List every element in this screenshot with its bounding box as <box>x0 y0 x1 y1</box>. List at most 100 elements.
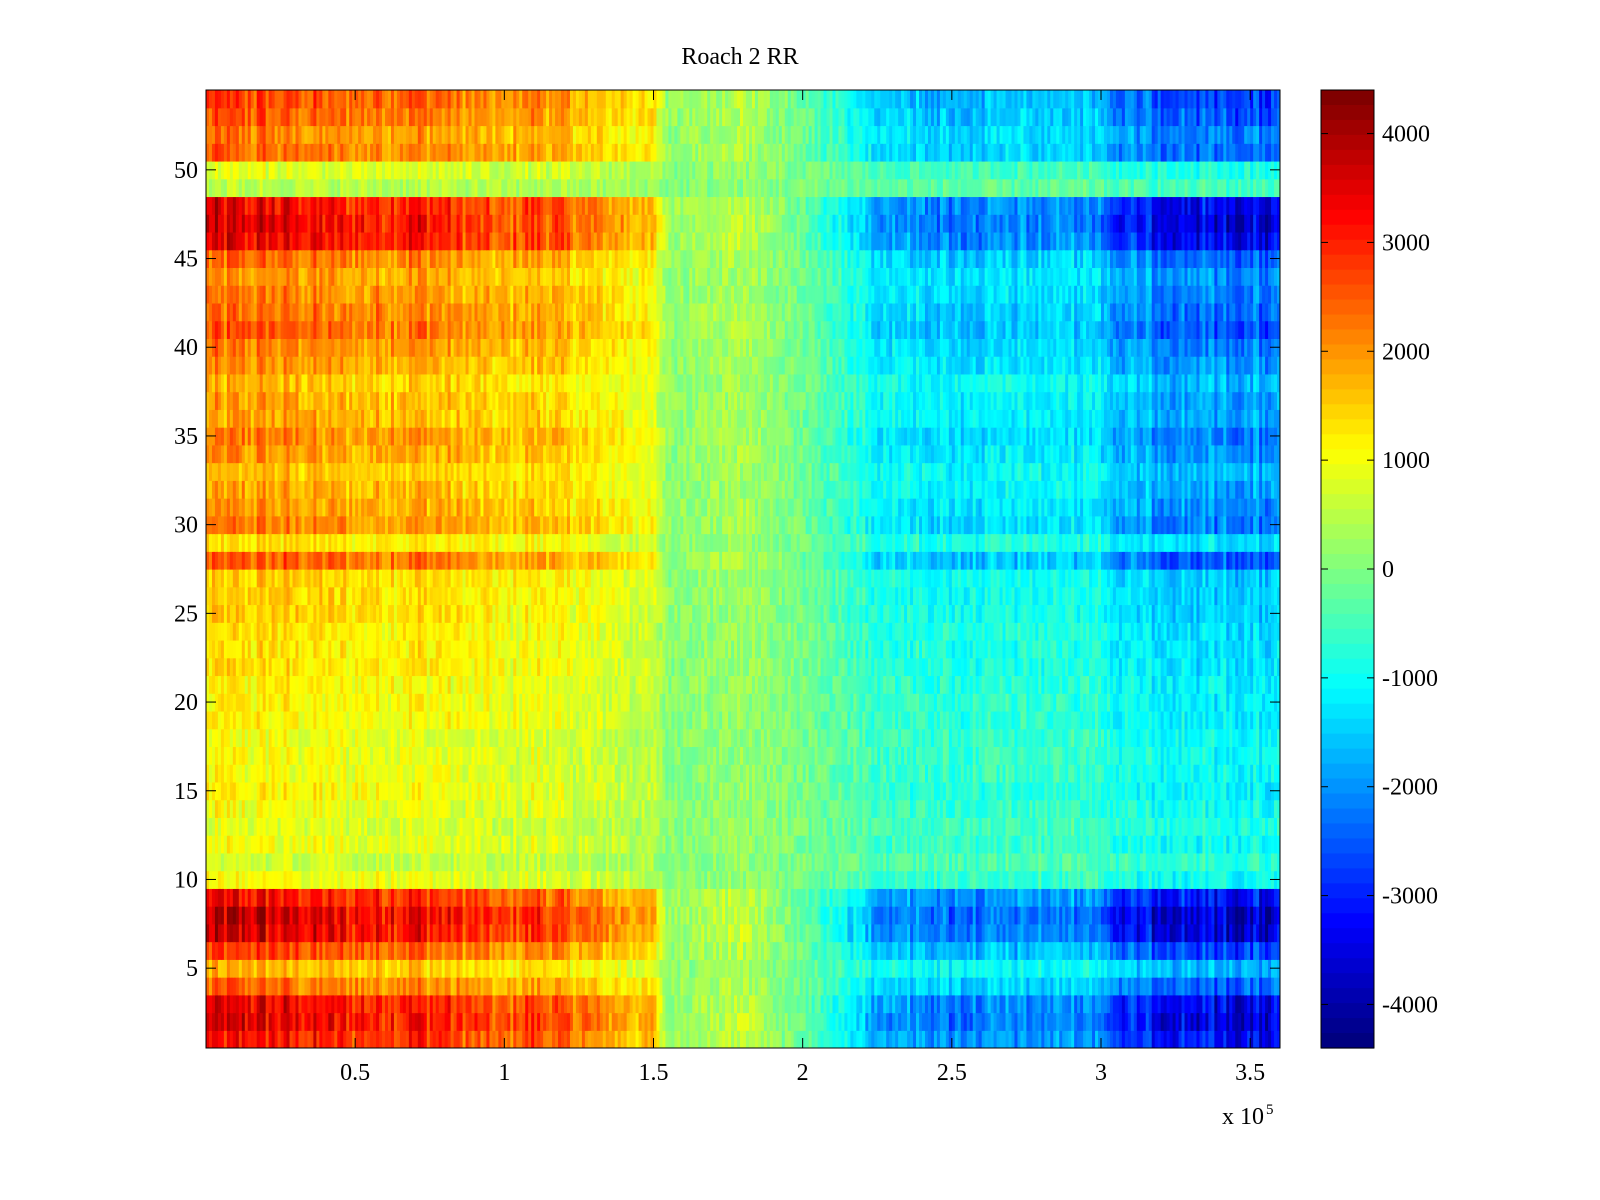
heatmap-cell <box>1062 906 1066 925</box>
heatmap-cell <box>632 817 637 836</box>
heatmap-cell <box>650 977 655 996</box>
heatmap-cell <box>936 941 941 960</box>
heatmap-cell <box>510 923 514 943</box>
heatmap-cell <box>927 888 932 907</box>
heatmap-cell <box>387 977 392 996</box>
heatmap-cell <box>435 817 440 836</box>
heatmap-cell <box>689 994 693 1014</box>
heatmap-cell <box>686 870 690 889</box>
heatmap-cell <box>623 1012 628 1031</box>
heatmap-cell <box>453 835 458 854</box>
heatmap-cell <box>835 959 840 978</box>
heatmap-cell <box>220 870 225 889</box>
heatmap-cell <box>504 817 508 836</box>
heatmap-cell <box>1008 870 1013 889</box>
heatmap-cell <box>647 906 652 925</box>
heatmap-cell <box>936 1030 941 1048</box>
heatmap-cell <box>340 852 344 872</box>
heatmap-cell <box>334 959 338 978</box>
heatmap-cell <box>1011 941 1016 960</box>
heatmap-cell <box>993 1030 998 1048</box>
heatmap-cell <box>638 941 643 960</box>
heatmap-cell <box>1232 835 1236 854</box>
heatmap-cell <box>373 852 377 872</box>
heatmap-cell <box>990 835 995 854</box>
heatmap-cell <box>632 923 637 943</box>
heatmap-cell <box>379 906 383 925</box>
heatmap-cell <box>728 923 732 943</box>
heatmap-cell <box>537 835 541 854</box>
heatmap-cell <box>740 852 744 872</box>
heatmap-cell <box>936 817 941 836</box>
heatmap-cell <box>596 959 601 978</box>
heatmap-cell <box>692 959 696 978</box>
heatmap-cell <box>1062 835 1066 854</box>
heatmap-cell <box>1163 852 1168 872</box>
heatmap-cell <box>420 1012 425 1031</box>
heatmap-cell <box>561 1030 565 1048</box>
heatmap-cell <box>674 870 678 889</box>
heatmap-cell <box>787 923 792 943</box>
heatmap-cell <box>1199 959 1204 978</box>
heatmap-cell <box>981 977 986 996</box>
heatmap-cell <box>1103 852 1108 872</box>
heatmap-cell <box>990 923 995 943</box>
heatmap-cell <box>993 959 998 978</box>
heatmap-cell <box>1190 906 1195 925</box>
heatmap-cell <box>656 835 661 854</box>
heatmap-cell <box>1130 835 1135 854</box>
heatmap-cell <box>1265 906 1269 925</box>
heatmap-cell <box>1178 870 1183 889</box>
heatmap-cell <box>814 1030 819 1048</box>
heatmap-cell <box>564 817 568 836</box>
heatmap-cell <box>474 959 479 978</box>
heatmap-cell <box>623 817 628 836</box>
heatmap-cell <box>760 959 765 978</box>
heatmap-cell <box>352 852 356 872</box>
heatmap-cell <box>877 906 881 925</box>
heatmap-cell <box>367 1012 371 1031</box>
heatmap-cell <box>641 994 646 1014</box>
heatmap-cell <box>889 835 893 854</box>
heatmap-cell <box>1190 1012 1195 1031</box>
heatmap-cell <box>1259 959 1263 978</box>
heatmap-cell <box>599 888 604 907</box>
heatmap-cell <box>564 977 568 996</box>
heatmap-cell <box>531 959 535 978</box>
heatmap-cell <box>677 870 681 889</box>
heatmap-cell <box>981 1030 986 1048</box>
heatmap-cell <box>1032 888 1036 907</box>
heatmap-cell <box>435 888 440 907</box>
heatmap-cell <box>1241 906 1245 925</box>
heatmap-cell <box>674 1012 678 1031</box>
heatmap-cell <box>223 888 228 907</box>
heatmap-cell <box>778 817 783 836</box>
heatmap-cell <box>1181 1030 1186 1048</box>
heatmap-cell <box>1259 852 1263 872</box>
heatmap-cell <box>331 941 335 960</box>
heatmap-cell <box>683 977 687 996</box>
heatmap-cell <box>999 870 1004 889</box>
heatmap-cell <box>584 994 589 1014</box>
heatmap-cell <box>385 835 389 854</box>
heatmap-cell <box>1169 1030 1174 1048</box>
heatmap-cell <box>578 835 583 854</box>
heatmap-cell <box>268 959 273 978</box>
heatmap-cell <box>722 977 726 996</box>
heatmap-cell <box>352 1030 356 1048</box>
heatmap-cell <box>728 1030 732 1048</box>
heatmap-cell <box>1238 923 1242 943</box>
heatmap-cell <box>265 1030 270 1048</box>
heatmap-cell <box>1244 906 1248 925</box>
heatmap-cell <box>274 906 279 925</box>
heatmap-cell <box>379 923 383 943</box>
heatmap-cell <box>1139 1030 1144 1048</box>
heatmap-cell <box>895 941 899 960</box>
heatmap-cell <box>1041 1012 1045 1031</box>
heatmap-cell <box>447 1012 452 1031</box>
heatmap-cell <box>220 799 225 818</box>
heatmap-cell <box>677 959 681 978</box>
heatmap-cell <box>596 977 601 996</box>
heatmap-cell <box>435 923 440 943</box>
heatmap-cell <box>396 923 401 943</box>
